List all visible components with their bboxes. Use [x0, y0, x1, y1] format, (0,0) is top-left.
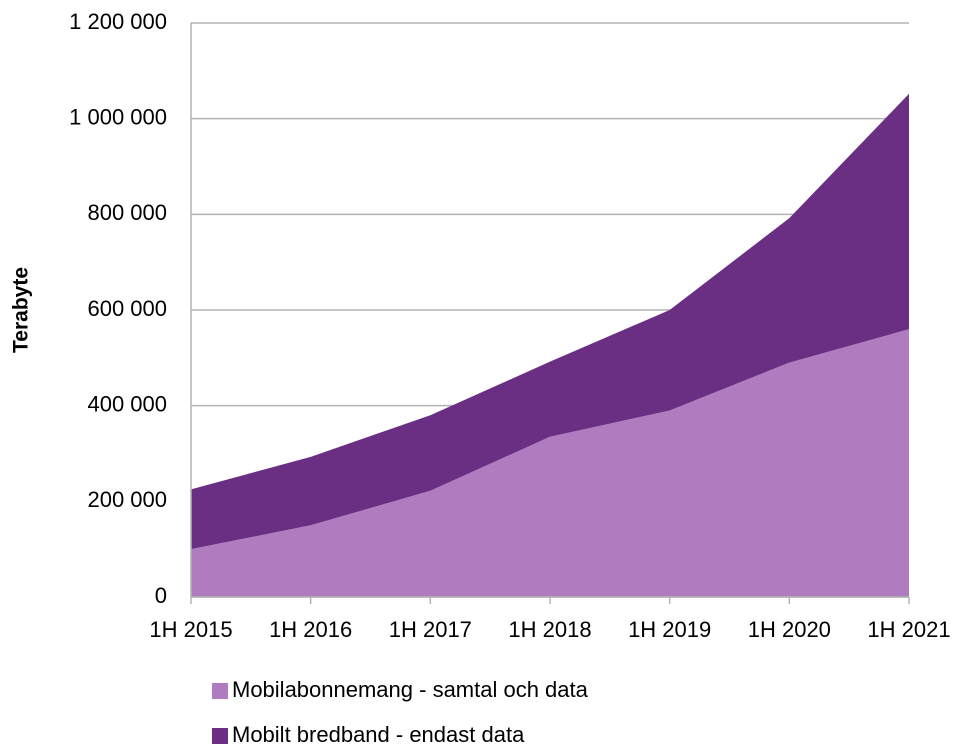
y-tick-label: 200 000	[87, 487, 167, 512]
y-tick-label: 1 200 000	[69, 9, 167, 34]
x-tick-label: 1H 2017	[389, 617, 472, 642]
y-tick-label: 800 000	[87, 200, 167, 225]
x-tick-label: 1H 2021	[867, 617, 950, 642]
area	[191, 329, 909, 597]
legend-swatch	[212, 683, 228, 699]
x-tick-label: 1H 2019	[628, 617, 711, 642]
x-tick-label: 1H 2018	[508, 617, 591, 642]
y-tick-label: 0	[155, 583, 167, 608]
legend-swatch	[212, 728, 228, 744]
legend-label: Mobilabonnemang - samtal och data	[232, 677, 589, 702]
x-tick-label: 1H 2020	[748, 617, 831, 642]
y-axis-label: Terabyte	[10, 267, 33, 353]
x-tick-label: 1H 2016	[269, 617, 352, 642]
y-tick-label: 600 000	[87, 296, 167, 321]
area	[191, 93, 909, 550]
legend-label: Mobilt bredband - endast data	[232, 722, 525, 747]
y-tick-label: 1 000 000	[69, 104, 167, 129]
y-tick-label: 400 000	[87, 391, 167, 416]
x-tick-label: 1H 2015	[149, 617, 232, 642]
